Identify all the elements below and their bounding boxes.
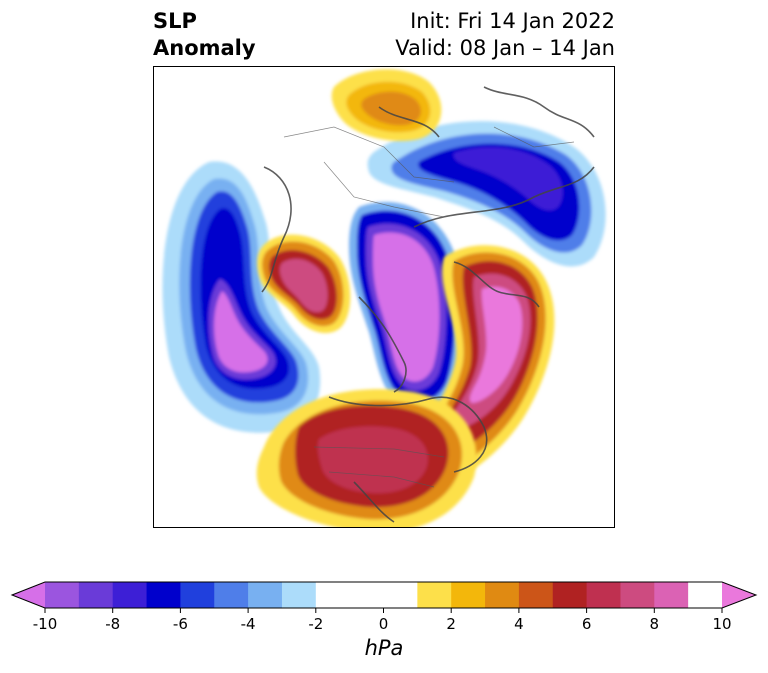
colorbar-cell [214,582,249,608]
colorbar-cell [45,582,80,608]
colorbar-cell [78,582,114,608]
colorbar-cell [586,582,621,608]
negative-anomaly-arctic [349,202,464,412]
colorbar-tick-label: -2 [308,615,324,633]
country-borders [283,126,575,488]
colorbar-cell [315,582,351,608]
colorbar-cell [349,582,418,608]
colorbar-ticks [44,608,723,613]
colorbar-cell [451,582,486,608]
valid-info: Init: Fri 14 Jan 2022 Valid: 08 Jan – 14… [395,8,615,62]
colorbar-tick-label: 6 [581,615,592,633]
colorbar-tick-label: 0 [378,615,389,633]
colorbar-extend-max [722,582,756,608]
colorbar-cell [180,582,215,608]
map-canvas [162,69,606,527]
colorbar-tick-label: -6 [172,615,188,633]
colorbar-tick-label: 10 [712,615,732,633]
colorbar [10,581,758,613]
init-date: Init: Fri 14 Jan 2022 [410,9,615,33]
positive-anomaly-central-asia [331,69,442,142]
colorbar-cell [688,582,723,608]
colorbar-cell [417,582,452,608]
colorbar-cell [485,582,520,608]
colorbar-extend-min [12,582,45,608]
coastlines [261,86,595,523]
colorbar-cell [281,582,317,608]
negative-anomaly-north-pacific [162,161,321,433]
positive-anomaly-north-america [256,389,477,527]
positive-anomaly-alaska [257,234,351,334]
colorbar-tick-label: -4 [240,615,256,633]
colorbar-tick-label: 4 [514,615,524,633]
colorbar-tick-label: -8 [105,615,121,633]
colorbar-cell [620,582,655,608]
negative-anomaly-siberia [367,121,606,267]
colorbar-cell [146,582,181,608]
colorbar-cell [654,582,689,608]
valid-range: Valid: 08 Jan – 14 Jan [395,36,615,60]
colorbar-cell [518,582,554,608]
colorbar-unit: hPa [364,636,404,660]
colorbar-cells [45,582,723,608]
colorbar-tick-label: 2 [446,615,456,633]
slp-anomaly-map [153,66,615,528]
colorbar-tick-label: -10 [32,615,58,633]
colorbar-cell [112,582,148,608]
colorbar-tick-label: 8 [649,615,660,633]
colorbar-cell [248,582,283,608]
colorbar-cell [552,582,588,608]
title-line-anomaly: Anomaly [153,36,256,60]
title-line-variable: SLP [153,9,197,33]
map-title: SLP Anomaly [153,8,256,62]
